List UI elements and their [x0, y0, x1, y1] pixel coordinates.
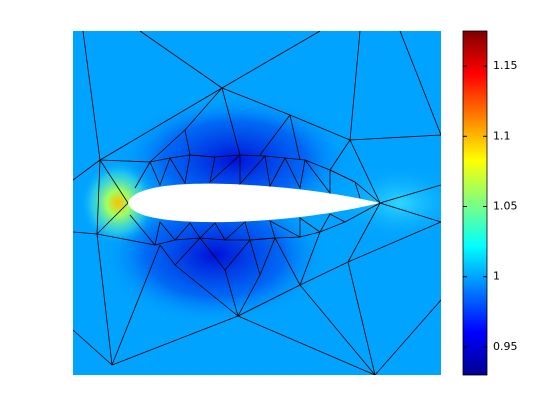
colorbar-tick-label: 1.15 — [493, 59, 518, 72]
colorbar — [462, 30, 488, 376]
field — [73, 31, 441, 375]
colorbar-axis: 0.95 1 1.05 1.1 1.15 — [463, 59, 518, 353]
colorbar-tick-label: 1.05 — [493, 200, 518, 213]
colorbar-tick-label: 1.1 — [493, 129, 511, 142]
colorbar-tick-label: 0.95 — [493, 340, 518, 353]
colorbar-tick-label: 1 — [493, 270, 500, 283]
mesh — [73, 31, 441, 375]
